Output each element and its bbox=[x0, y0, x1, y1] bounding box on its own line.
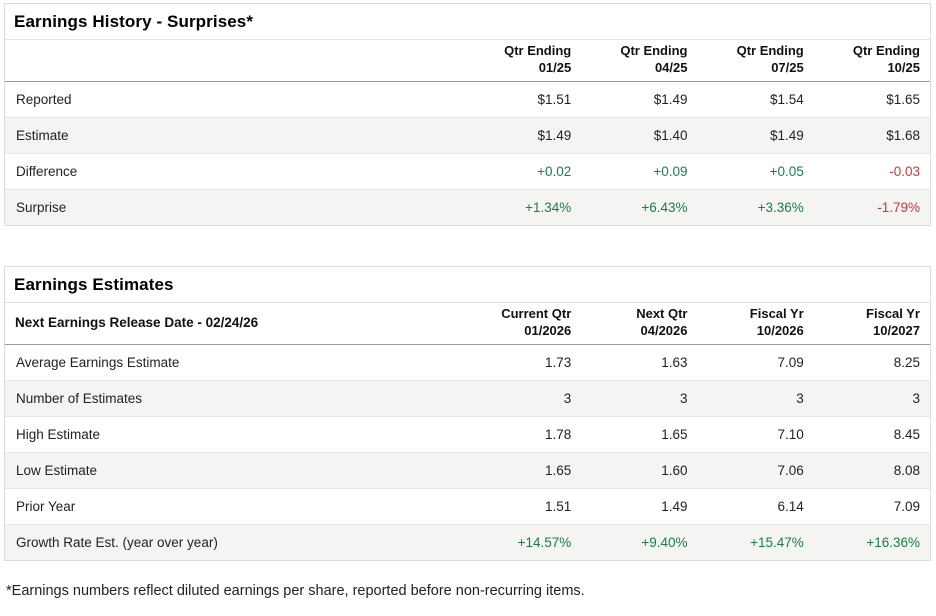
cell-value: -1.79% bbox=[877, 199, 920, 215]
row-label: Prior Year bbox=[16, 498, 76, 514]
earnings-history-header-row: Qtr Ending 01/25 Qtr Ending 04/25 Qtr Endi… bbox=[5, 40, 930, 82]
row-label: Surprise bbox=[16, 199, 67, 215]
cell-value: 8.08 bbox=[893, 462, 920, 478]
column-header-next-qtr: Next Qtr 04/2026 bbox=[581, 302, 698, 345]
cell-value: +3.36% bbox=[757, 199, 804, 215]
table-row: Low Estimate 1.65 1.60 7.06 8.08 bbox=[5, 452, 930, 489]
column-header-qtr4: Qtr Ending 10/25 bbox=[813, 40, 930, 82]
cell-value: 8.25 bbox=[893, 354, 920, 370]
row-label: Average Earnings Estimate bbox=[16, 354, 180, 370]
cell-value: 3 bbox=[796, 390, 804, 406]
row-label: Difference bbox=[16, 163, 78, 179]
cell-value: 7.09 bbox=[893, 498, 920, 514]
table-row: Surprise +1.34% +6.43% +3.36% -1.79% bbox=[5, 189, 930, 225]
cell-value: 1.78 bbox=[544, 426, 572, 442]
row-label: Reported bbox=[16, 91, 72, 107]
cell-value: 8.45 bbox=[893, 426, 920, 442]
cell-value: +1.34% bbox=[525, 199, 572, 215]
next-earnings-release-date: Next Earnings Release Date - 02/24/26 bbox=[5, 302, 465, 345]
column-header-qtr1: Qtr Ending 01/25 bbox=[465, 40, 582, 82]
cell-value: -0.03 bbox=[889, 163, 920, 179]
column-header-qtr3: Qtr Ending 07/25 bbox=[697, 40, 814, 82]
cell-value: +0.02 bbox=[537, 163, 572, 179]
cell-value: +16.36% bbox=[866, 534, 920, 550]
table-row: High Estimate 1.78 1.65 7.10 8.45 bbox=[5, 416, 930, 453]
table-row: Difference +0.02 +0.09 +0.05 -0.03 bbox=[5, 153, 930, 190]
column-header-line1: Qtr Ending bbox=[620, 43, 688, 58]
column-header-line1: Qtr Ending bbox=[852, 43, 920, 58]
table-row: Growth Rate Est. (year over year) +14.57%… bbox=[5, 524, 930, 560]
cell-value: 1.65 bbox=[661, 426, 688, 442]
column-header-line1: Fiscal Yr bbox=[866, 305, 920, 321]
cell-value: 1.51 bbox=[544, 498, 572, 514]
cell-value: 1.65 bbox=[544, 462, 572, 478]
column-header-qtr2: Qtr Ending 04/25 bbox=[581, 40, 698, 82]
column-header-line2: 01/2026 bbox=[524, 322, 572, 338]
earnings-estimates-title: Earnings Estimates bbox=[5, 267, 930, 303]
cell-value: 3 bbox=[679, 390, 688, 406]
footnote: *Earnings numbers reflect diluted earnin… bbox=[6, 582, 585, 599]
cell-value: +6.43% bbox=[641, 199, 688, 215]
column-header-line2: 04/25 bbox=[654, 59, 688, 75]
earnings-estimates-header-row: Next Earnings Release Date - 02/24/26 Cu… bbox=[5, 302, 930, 345]
column-header-line2: 01/25 bbox=[538, 59, 572, 75]
cell-value: +15.47% bbox=[750, 534, 804, 550]
column-header-line1: Next Qtr bbox=[636, 305, 688, 321]
earnings-estimates-table: Next Earnings Release Date - 02/24/26 Cu… bbox=[5, 302, 930, 560]
column-header-line2: 10/2027 bbox=[873, 322, 920, 338]
cell-value: +0.05 bbox=[769, 163, 804, 179]
table-row: Reported $1.51 $1.49 $1.54 $1.65 bbox=[5, 81, 930, 118]
cell-value: 3 bbox=[912, 390, 920, 406]
table-row: Average Earnings Estimate 1.73 1.63 7.09 8.2… bbox=[5, 344, 930, 381]
cell-value: $1.54 bbox=[769, 91, 804, 107]
cell-value: 7.10 bbox=[777, 426, 804, 442]
cell-value: 1.63 bbox=[661, 354, 688, 370]
cell-value: 6.14 bbox=[777, 498, 804, 514]
cell-value: 3 bbox=[563, 390, 572, 406]
cell-value: $1.65 bbox=[886, 91, 920, 107]
column-header-current-qtr: Current Qtr 01/2026 bbox=[465, 302, 582, 345]
cell-value: $1.68 bbox=[886, 127, 920, 143]
row-label: High Estimate bbox=[16, 426, 101, 442]
row-label: Number of Estimates bbox=[16, 390, 143, 406]
cell-value: 7.09 bbox=[777, 354, 804, 370]
row-label: Growth Rate Est. (year over year) bbox=[16, 534, 218, 550]
cell-value: $1.51 bbox=[537, 91, 572, 107]
table-row: Estimate $1.49 $1.40 $1.49 $1.68 bbox=[5, 117, 930, 154]
cell-value: 1.49 bbox=[661, 498, 688, 514]
column-header-line1: Current Qtr bbox=[501, 305, 572, 321]
column-header-fiscal-yr2: Fiscal Yr 10/2027 bbox=[813, 302, 930, 345]
cell-value: $1.40 bbox=[653, 127, 688, 143]
row-label: Low Estimate bbox=[16, 462, 98, 478]
cell-value: 1.60 bbox=[661, 462, 688, 478]
column-header-line1: Qtr Ending bbox=[736, 43, 804, 58]
cell-value: $1.49 bbox=[769, 127, 804, 143]
cell-value: 7.06 bbox=[777, 462, 804, 478]
column-header-line1: Qtr Ending bbox=[504, 43, 572, 58]
cell-value: $1.49 bbox=[537, 127, 572, 143]
table-row: Prior Year 1.51 1.49 6.14 7.09 bbox=[5, 488, 930, 525]
column-header-line2: 10/25 bbox=[887, 59, 920, 75]
column-header-line1: Fiscal Yr bbox=[749, 305, 804, 321]
earnings-history-table: Qtr Ending 01/25 Qtr Ending 04/25 Qtr Endi… bbox=[5, 40, 930, 225]
cell-value: $1.49 bbox=[653, 91, 688, 107]
cell-value: +0.09 bbox=[653, 163, 688, 179]
column-header-line2: 04/2026 bbox=[640, 322, 688, 338]
earnings-history-section: Earnings History - Surprises* Qtr Ending… bbox=[4, 3, 931, 226]
row-label: Estimate bbox=[16, 127, 69, 143]
column-header-line2: 10/2026 bbox=[756, 322, 804, 338]
earnings-estimates-section: Earnings Estimates Next Earnings Release… bbox=[4, 265, 931, 561]
header-spacer bbox=[5, 40, 465, 82]
cell-value: +9.40% bbox=[641, 534, 688, 550]
cell-value: 1.73 bbox=[544, 354, 572, 370]
column-header-line2: 07/25 bbox=[771, 59, 804, 75]
earnings-history-title: Earnings History - Surprises* bbox=[5, 4, 930, 40]
cell-value: +14.57% bbox=[517, 534, 572, 550]
table-row: Number of Estimates 3 3 3 3 bbox=[5, 380, 930, 417]
column-header-fiscal-yr1: Fiscal Yr 10/2026 bbox=[697, 302, 814, 345]
